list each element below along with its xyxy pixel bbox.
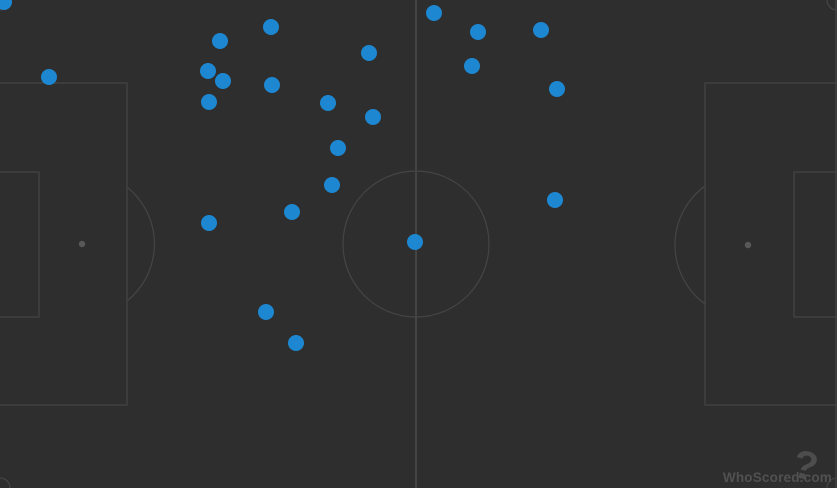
touch-dot[interactable] — [263, 19, 279, 35]
touch-dot[interactable] — [407, 234, 423, 250]
touch-dot[interactable] — [426, 5, 442, 21]
touch-dot[interactable] — [330, 140, 346, 156]
touch-dot[interactable] — [365, 109, 381, 125]
touch-dot[interactable] — [0, 0, 12, 10]
touch-dot[interactable] — [215, 73, 231, 89]
touch-dot[interactable] — [264, 77, 280, 93]
right-penalty-spot — [744, 241, 752, 249]
touch-dot[interactable] — [320, 95, 336, 111]
left-penalty-arc — [126, 186, 155, 302]
touch-dot[interactable] — [533, 22, 549, 38]
touch-dot[interactable] — [201, 94, 217, 110]
left-penalty-spot — [78, 240, 86, 248]
right-penalty-arc — [674, 185, 706, 305]
touch-dot[interactable] — [201, 215, 217, 231]
touch-dot[interactable] — [324, 177, 340, 193]
touch-dot[interactable] — [549, 81, 565, 97]
corner-arc-top-right — [826, 0, 837, 11]
touch-dot[interactable] — [41, 69, 57, 85]
touch-dot[interactable] — [212, 33, 228, 49]
corner-arc-bottom-left — [0, 477, 11, 488]
touch-dot[interactable] — [470, 24, 486, 40]
left-six-yard-box — [0, 171, 40, 318]
touch-dot[interactable] — [361, 45, 377, 61]
touch-dot[interactable] — [200, 63, 216, 79]
touch-dot[interactable] — [464, 58, 480, 74]
touch-dot[interactable] — [258, 304, 274, 320]
touch-dot[interactable] — [288, 335, 304, 351]
corner-arc-bottom-right — [826, 477, 837, 488]
left-penalty-box — [0, 82, 128, 406]
right-penalty-box — [704, 82, 837, 406]
touch-dot[interactable] — [284, 204, 300, 220]
touch-dot[interactable] — [547, 192, 563, 208]
center-circle — [342, 170, 490, 318]
right-six-yard-box — [793, 171, 837, 318]
